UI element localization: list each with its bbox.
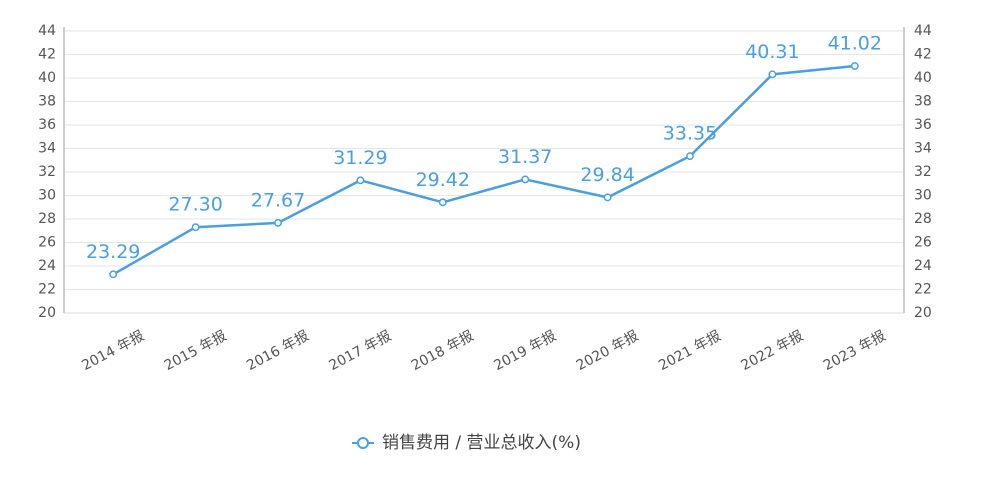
x-tick-label: 2016 年报 xyxy=(244,328,312,374)
point xyxy=(768,70,777,79)
y-tick-label: 38 xyxy=(38,94,56,110)
y2-tick-label: 22 xyxy=(914,282,932,298)
data-label: 27.67 xyxy=(251,189,305,211)
point xyxy=(274,218,282,227)
legend-label: 销售费用 / 营业总收入(%) xyxy=(382,433,581,453)
y-tick-label: 28 xyxy=(38,211,56,227)
y2-tick-label: 38 xyxy=(914,94,932,110)
x-tick-label: 2017 年报 xyxy=(327,328,395,374)
y2-tick-label: 34 xyxy=(914,141,932,157)
y-tick-label: 26 xyxy=(38,235,56,251)
y-tick-label: 24 xyxy=(38,258,56,274)
y2-tick-label: 32 xyxy=(914,164,932,180)
data-label: 31.29 xyxy=(333,147,387,169)
data-label: 31.37 xyxy=(498,146,552,168)
y-tick-label: 20 xyxy=(38,305,56,321)
y-tick-label: 40 xyxy=(38,70,56,86)
data-label: 33.35 xyxy=(663,123,717,145)
x-tick-label: 2014 年报 xyxy=(79,328,147,374)
x-tick-label: 2018 年报 xyxy=(409,328,477,374)
y2-tick-label: 44 xyxy=(914,23,932,39)
legend-marker xyxy=(357,437,369,449)
y-tick-label: 44 xyxy=(38,23,56,39)
data-label: 27.30 xyxy=(168,194,222,216)
point xyxy=(438,198,447,207)
y-tick-label: 30 xyxy=(38,188,56,204)
y2-tick-label: 36 xyxy=(914,117,932,133)
x-tick-label: 2015 年报 xyxy=(162,328,230,374)
point xyxy=(191,223,200,232)
point xyxy=(109,270,118,279)
x-tick-label: 2022 年报 xyxy=(739,328,807,374)
data-label: 40.31 xyxy=(745,41,799,63)
point xyxy=(603,193,612,202)
y-tick-label: 36 xyxy=(38,117,56,133)
y2-tick-label: 42 xyxy=(914,47,932,63)
data-label: 41.02 xyxy=(828,33,882,55)
y2-tick-label: 28 xyxy=(914,211,932,227)
y2-tick-label: 24 xyxy=(914,258,932,274)
x-tick-label: 2023 年报 xyxy=(821,328,889,374)
y2-tick-label: 40 xyxy=(914,70,932,86)
point xyxy=(356,176,365,185)
y-tick-label: 32 xyxy=(38,164,56,180)
x-tick-label: 2019 年报 xyxy=(491,328,559,374)
x-tick-label: 2021 年报 xyxy=(656,328,724,374)
y2-tick-label: 26 xyxy=(914,235,932,251)
x-tick-label: 2020 年报 xyxy=(574,328,642,374)
data-label: 29.42 xyxy=(416,169,470,191)
y-tick-label: 34 xyxy=(38,141,56,157)
y-tick-label: 22 xyxy=(38,282,56,298)
line xyxy=(112,64,855,276)
point xyxy=(850,62,859,70)
data-label: 23.29 xyxy=(86,241,140,263)
point xyxy=(521,175,530,184)
point xyxy=(686,152,694,161)
y2-tick-label: 30 xyxy=(914,188,932,204)
y-tick-label: 42 xyxy=(38,47,56,63)
data-label: 29.84 xyxy=(580,164,634,186)
y2-tick-label: 20 xyxy=(914,305,932,321)
